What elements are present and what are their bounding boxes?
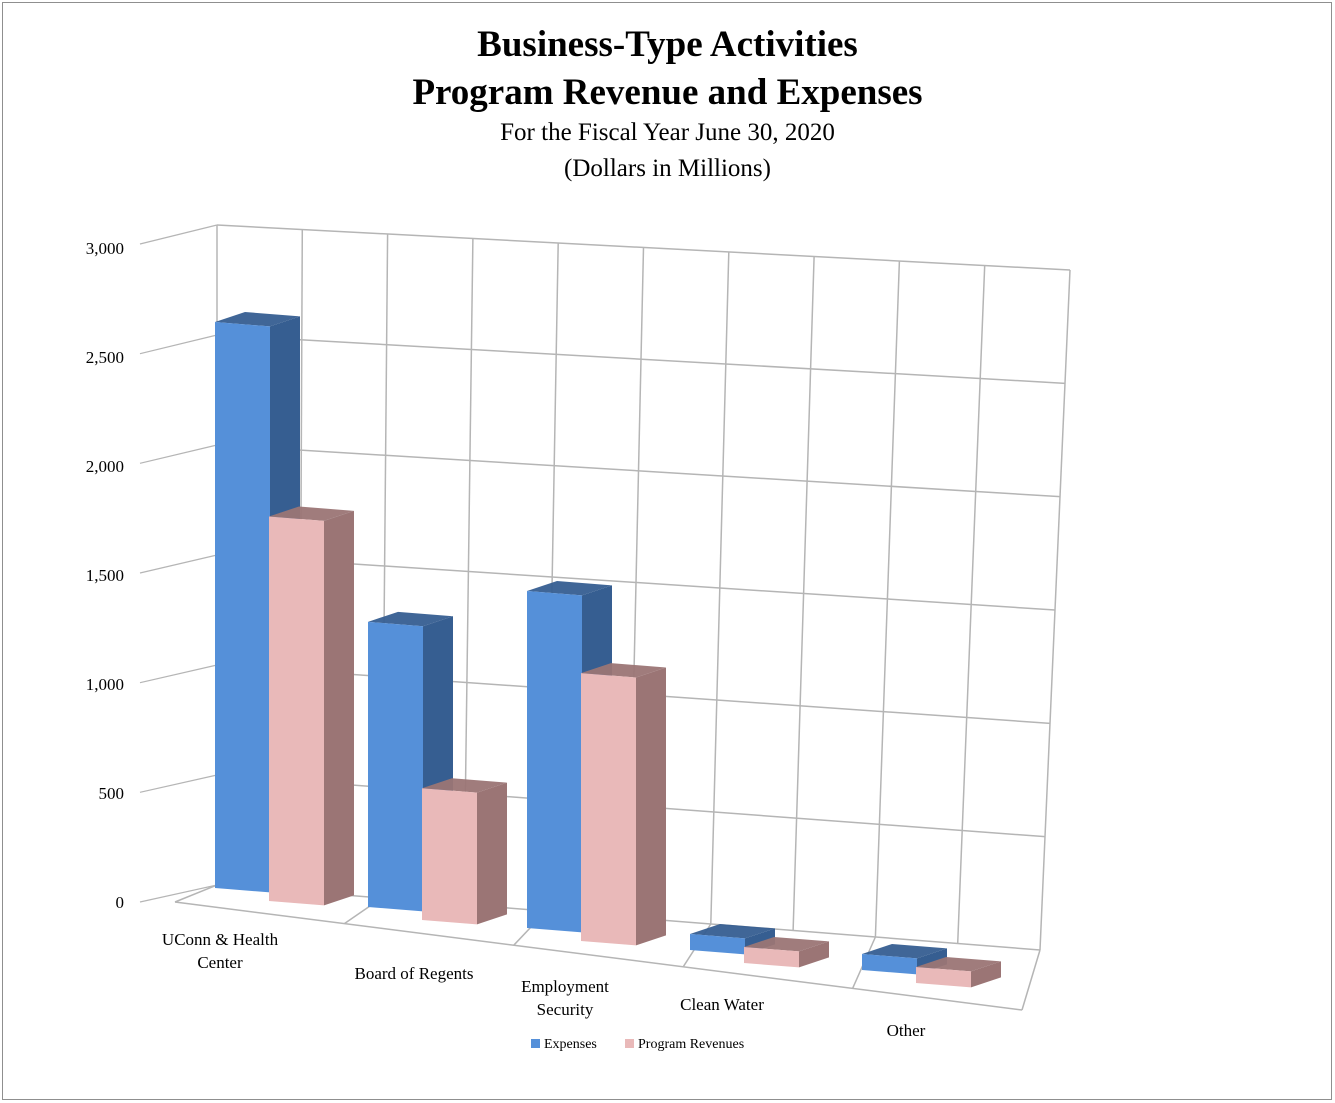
gridline-side: [139, 664, 218, 684]
bar-top-1: [422, 778, 507, 793]
bar-top-0: [862, 944, 947, 959]
legend-swatch: [625, 1039, 634, 1048]
bar-top-1: [581, 663, 666, 678]
bar-top-0: [527, 580, 612, 596]
bar-top-1: [269, 506, 354, 521]
bar-top-0: [368, 611, 453, 627]
bar-program-revenues: [269, 516, 324, 906]
gridline-vertical: [1039, 269, 1071, 951]
bar-top-0: [215, 312, 300, 327]
bar-expenses: [527, 590, 582, 933]
gridline-side: [139, 334, 218, 355]
bar-expenses: [368, 621, 423, 912]
bar-top-0: [690, 924, 775, 939]
bar-expenses: [215, 322, 270, 893]
bar-side-1: [636, 667, 666, 946]
y-tick-label: 3,000: [86, 239, 124, 258]
chart-subtitle: For the Fiscal Year June 30, 2020: [500, 119, 835, 146]
gridline-side: [139, 444, 218, 464]
floor-front-edge: [174, 901, 1023, 1011]
bar-side-1: [799, 941, 829, 968]
y-tick-label: 2,000: [86, 457, 124, 476]
y-tick-label: 2,500: [86, 348, 124, 367]
gridline-vertical: [956, 265, 986, 944]
bar-expenses: [690, 934, 745, 955]
x-category-label: Employment: [521, 977, 609, 996]
x-category-label: Other: [887, 1021, 926, 1040]
x-category-label: Clean Water: [680, 995, 764, 1014]
bar-side-1: [324, 510, 354, 906]
bar-program-revenues: [422, 788, 477, 925]
y-tick-label: 500: [99, 784, 125, 803]
bar-side-1: [477, 782, 507, 925]
bar-top-1: [916, 957, 1001, 972]
bar-program-revenues: [744, 947, 799, 968]
chart-units-subtitle: (Dollars in Millions): [564, 155, 771, 182]
y-tick-label: 1,000: [86, 675, 124, 694]
gridline-side: [139, 774, 218, 793]
x-category-label: Board of Regents: [355, 964, 474, 983]
bar-top-1: [744, 937, 829, 952]
y-tick-label: 1,500: [86, 566, 124, 585]
gridline-side: [139, 554, 218, 574]
chart-title: Business-Type Activities: [477, 24, 858, 65]
bar-side-1: [971, 961, 1001, 988]
bar-expenses: [862, 954, 917, 975]
floor-right-edge: [1021, 949, 1041, 1011]
gridline-vertical: [874, 260, 901, 938]
y-tick-label: 0: [116, 893, 125, 912]
x-category-label: Center: [197, 953, 243, 972]
gridline-side: [139, 884, 218, 903]
gridline-vertical: [710, 251, 730, 925]
bar-program-revenues: [581, 673, 636, 946]
legend-label: Expenses: [544, 1037, 597, 1052]
x-category-label: UConn & Health: [162, 930, 279, 949]
gridline-vertical: [792, 256, 815, 931]
legend-label: Program Revenues: [638, 1037, 744, 1052]
legend-swatch: [531, 1039, 540, 1048]
chart-title-line2: Program Revenue and Expenses: [412, 72, 923, 113]
x-category-label: Security: [537, 1000, 594, 1019]
bar-program-revenues: [916, 967, 971, 988]
floor-left-edge: [174, 884, 218, 903]
gridline-side: [139, 224, 218, 245]
